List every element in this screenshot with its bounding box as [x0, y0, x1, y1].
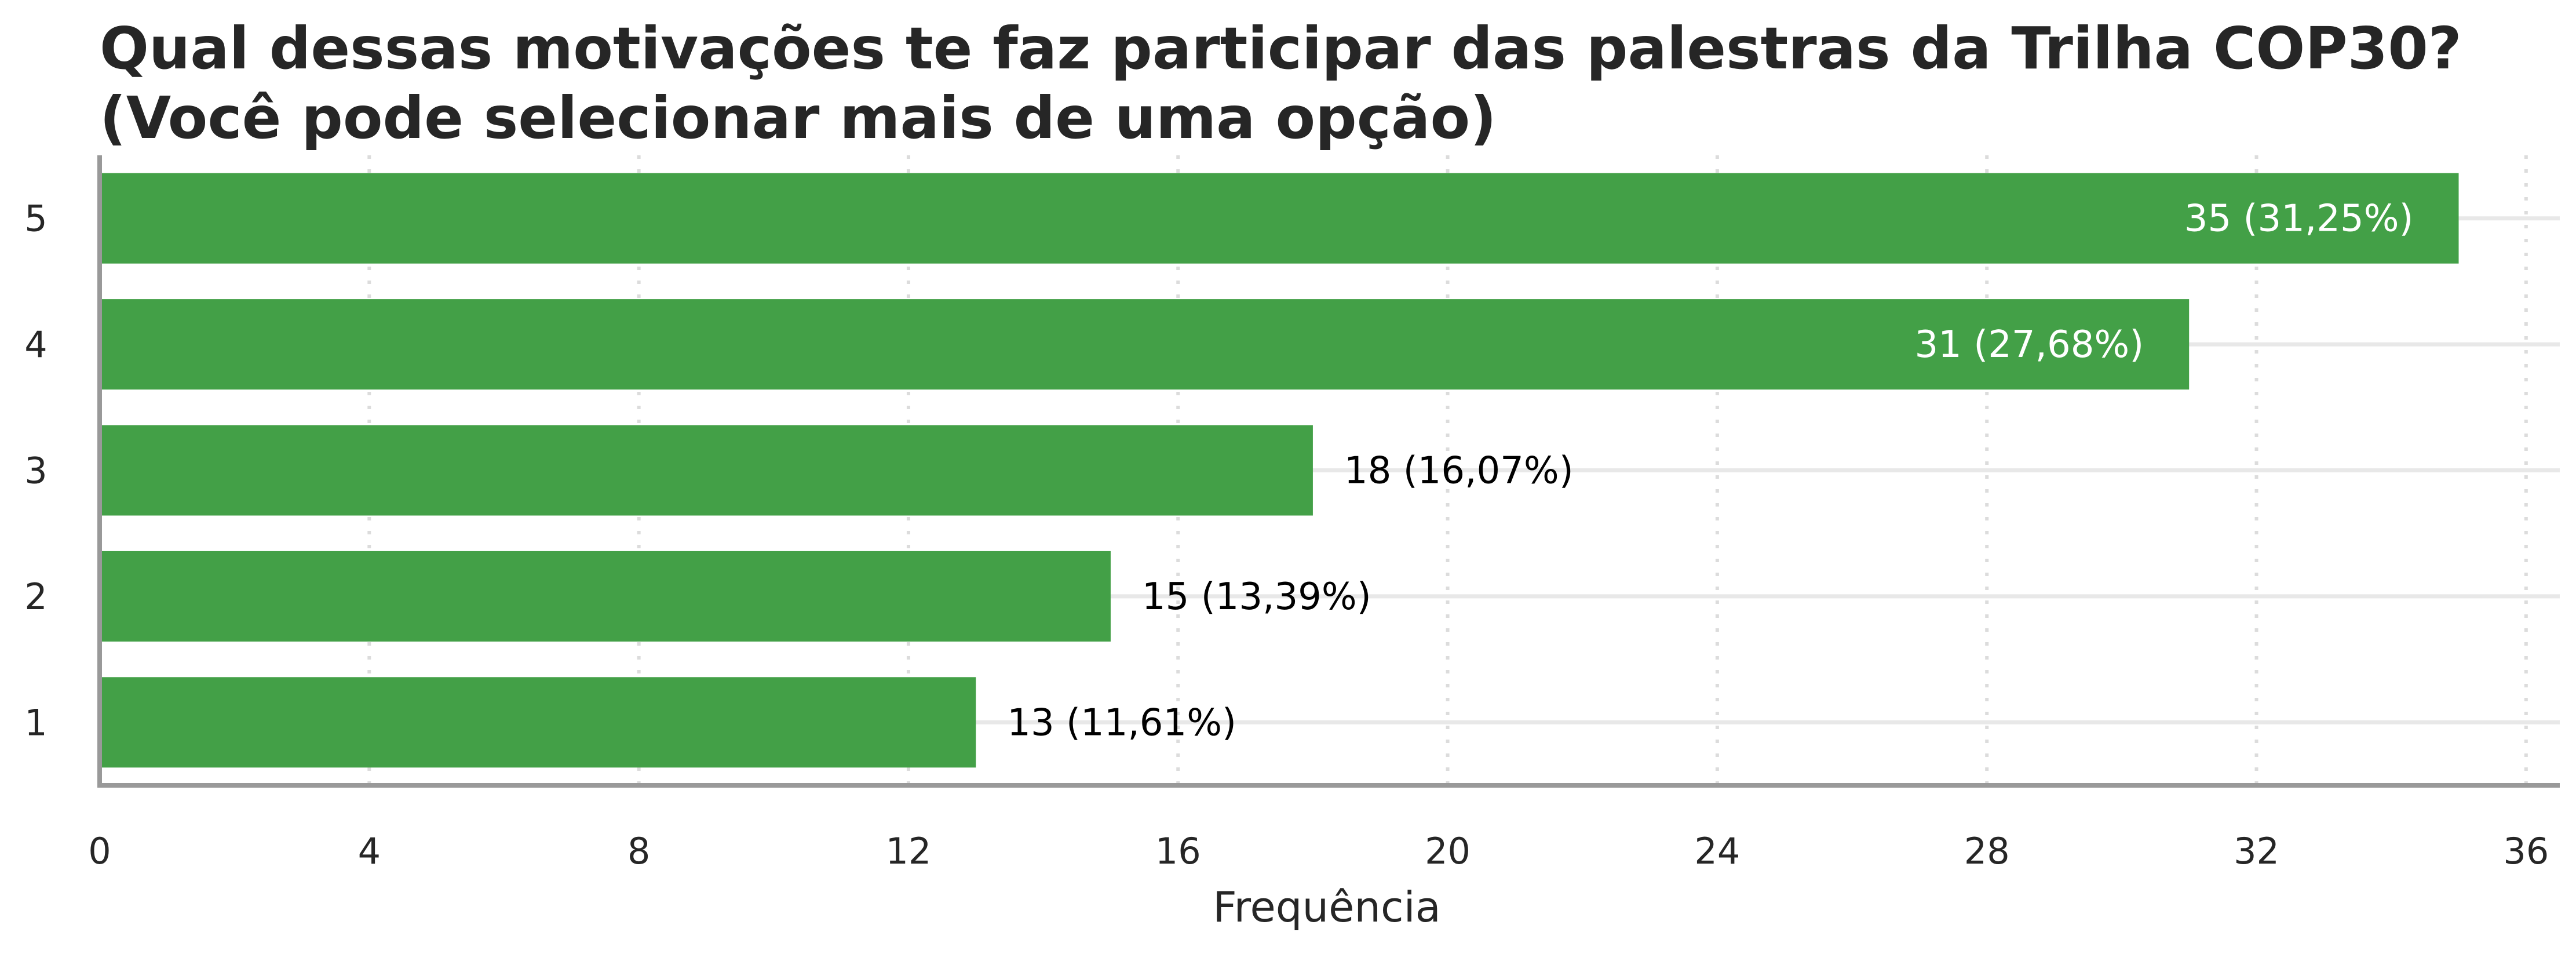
chart-title: Qual dessas motivações te faz participar…	[100, 14, 2462, 152]
y-tick-label: 5	[24, 198, 47, 240]
x-tick-label: 28	[1964, 830, 2010, 872]
bar-data-label: 18 (16,07%)	[1344, 450, 1574, 493]
x-tick-label: 4	[358, 830, 381, 872]
x-tick-label: 12	[885, 830, 931, 872]
x-tick-label: 36	[2503, 830, 2549, 872]
x-tick-label: 24	[1694, 830, 1740, 872]
x-tick-label: 20	[1425, 830, 1471, 872]
bar-data-label: 35 (31,25%)	[2184, 198, 2414, 241]
y-tick-label: 1	[24, 701, 47, 744]
x-tick-labels: 0 4 8 12 16 20 24 28 32 36	[88, 830, 2549, 872]
bar-labels: 13 (11,61%) 15 (13,39%) 18 (16,07%) 31 (27,…	[1007, 198, 2413, 745]
y-tick-label: 2	[24, 576, 47, 618]
bar-2	[100, 551, 1111, 642]
y-tick-labels: 1 2 3 4 5	[24, 198, 47, 744]
chart-title-line-2: (Você pode selecionar mais de uma opção)	[100, 84, 1497, 152]
bar-1	[100, 677, 976, 768]
x-tick-label: 32	[2234, 830, 2279, 872]
axes	[97, 155, 2560, 788]
y-tick-label: 4	[24, 323, 47, 366]
y-tick-label: 3	[24, 450, 47, 492]
bar-data-label: 13 (11,61%)	[1007, 701, 1236, 744]
bar-data-label: 15 (13,39%)	[1142, 576, 1371, 618]
x-tick-label: 16	[1155, 830, 1201, 872]
chart-title-line-1: Qual dessas motivações te faz participar…	[100, 14, 2462, 82]
bar-data-label: 31 (27,68%)	[1914, 323, 2144, 366]
bar-5	[100, 173, 2459, 264]
bars	[100, 173, 2459, 768]
x-axis-label: Frequência	[1213, 883, 1440, 931]
bar-3	[100, 425, 1313, 516]
bar-4	[100, 299, 2190, 390]
x-tick-label: 0	[88, 830, 111, 872]
x-tick-label: 8	[627, 830, 650, 872]
